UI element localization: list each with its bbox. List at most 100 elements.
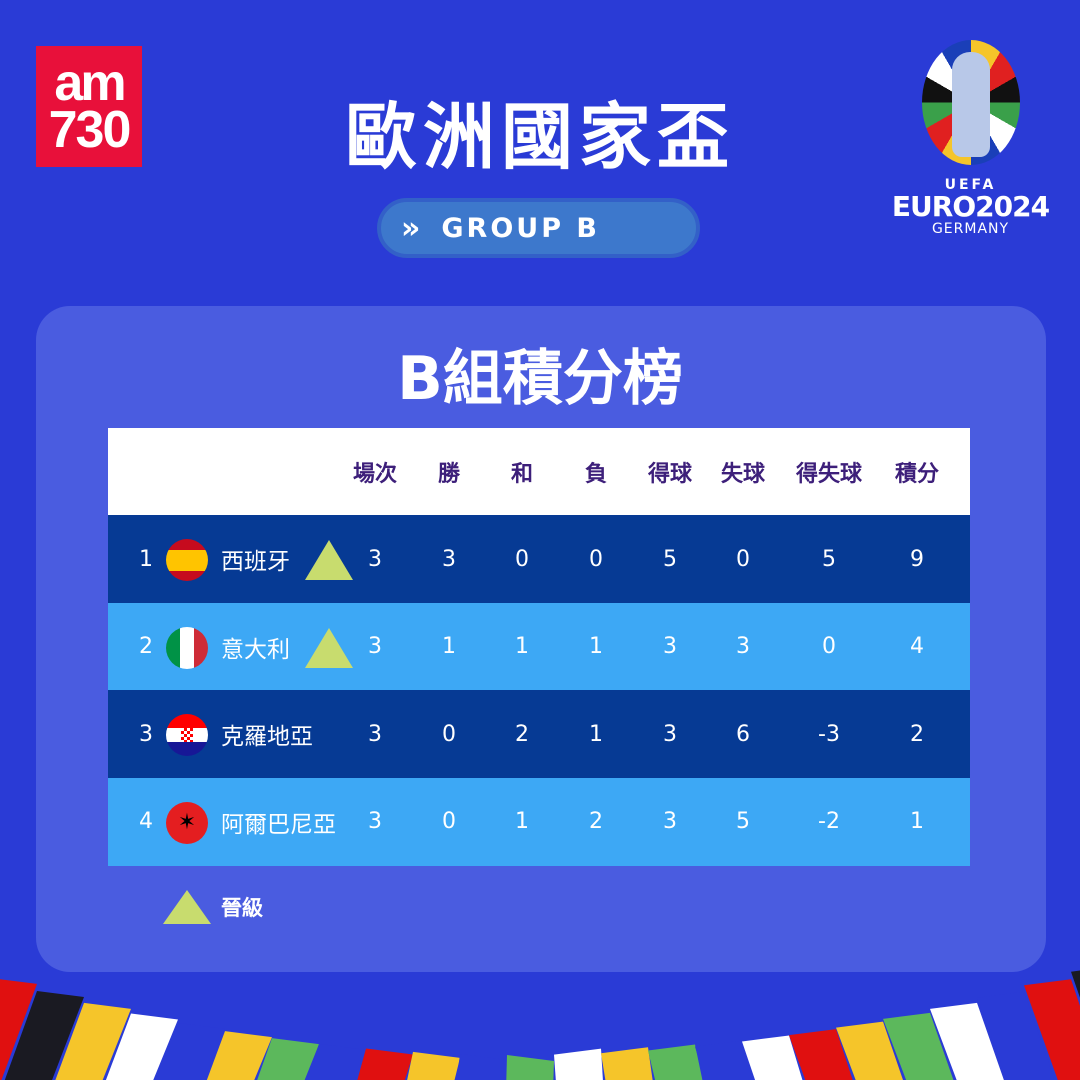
bunting-flag [789,1029,853,1080]
standings-title: B組積分榜 [397,344,683,414]
am730-logo: am 730 [36,46,142,167]
spain-flag-icon [166,539,208,581]
stat-cell: 0 [589,546,603,572]
stat-cell: 0 [442,721,456,747]
albania-flag-icon: ✶ [166,801,208,844]
uefa-text: UEFA [944,177,997,193]
bunting-flag [0,979,37,1080]
logo-line1: am [54,53,126,112]
table-row: 1 西班牙 3 3 0 0 5 0 5 9 [108,515,970,603]
column-header: 和 [510,461,533,487]
bunting-flag [105,1013,178,1080]
column-header: 積分 [894,461,939,487]
bunting-flag [930,1002,1004,1080]
column-header: 勝 [437,461,460,487]
flag-bunting-decoration [0,970,1080,1080]
bunting-flag [836,1021,903,1080]
euro-country: GERMANY [931,221,1010,237]
stat-cell: 3 [368,809,382,834]
stat-cell: 2 [910,721,924,747]
rank: 2 [139,634,153,659]
bunting-flag [883,1012,954,1080]
legend-label: 晉級 [221,896,263,920]
team-name: 克羅地亞 [221,724,313,750]
double-chevron-right-icon: » [401,210,424,246]
rank: 1 [139,546,153,572]
bunting-flag [648,1044,703,1080]
legend: 晉級 [163,890,263,924]
bunting-flag [1024,979,1080,1080]
stat-cell: 9 [910,546,924,572]
croatia-flag-icon [166,714,208,756]
column-header: 失球 [720,461,765,487]
bunting-flag [456,1054,507,1080]
stat-cell: 5 [736,809,750,834]
team-name: 阿爾巴尼亞 [221,811,336,838]
bunting-flag [407,1051,460,1080]
bunting-flag [977,991,1055,1080]
column-header: 負 [584,461,607,487]
stat-cell: 2 [515,721,529,747]
stat-cell: 1 [515,634,529,659]
logo-line2: 730 [48,100,132,159]
stat-cell: 1 [442,634,456,659]
bunting-flag [156,1022,225,1080]
stat-cell: -3 [818,721,840,747]
qualified-triangle-icon [163,890,211,924]
column-header: 得球 [647,461,692,487]
bunting-flag [695,1040,753,1080]
stat-cell: 3 [368,634,382,659]
column-header: 場次 [352,461,397,487]
stat-cell: 3 [663,721,677,747]
bunting-flag [1071,970,1080,998]
team-name: 西班牙 [221,549,290,575]
rank: 3 [139,721,153,747]
bunting-flag [307,1043,366,1080]
column-header: 得失球 [795,461,862,487]
qualified-triangle-icon [305,540,353,580]
stat-cell: 6 [736,721,750,747]
stat-cell: 1 [589,721,603,747]
bunting-flag [506,1054,554,1080]
bunting-flag [601,1047,653,1080]
bunting-flag [55,1002,131,1080]
bunting-flag [206,1031,272,1080]
stat-cell: 1 [589,634,603,659]
stat-cell: 5 [822,546,836,572]
stat-cell: 3 [442,546,456,572]
group-label: GROUP B [441,212,600,244]
bunting-flag [257,1038,319,1080]
stat-cell: 2 [589,809,603,834]
stat-cell: 3 [368,546,382,572]
stat-cell: 4 [910,634,924,659]
stat-cell: 0 [515,546,529,572]
stat-cell: 1 [910,809,924,834]
stat-cell: 3 [368,721,382,747]
rank: 4 [139,809,153,834]
stat-cell: 3 [736,634,750,659]
team-name: 意大利 [221,636,290,663]
table-row: 2 意大利 3 1 1 1 3 3 0 4 [108,602,970,691]
trophy-icon [921,40,1020,165]
bunting-flag [742,1035,803,1080]
page-title: 歐洲國家盃 [344,95,735,179]
stat-cell: 5 [663,546,677,572]
stat-cell: 0 [442,809,456,834]
table-header: 場次 勝 和 負 得球 失球 得失球 積分 [108,428,970,515]
stat-cell: 0 [736,546,750,572]
bunting-flag [554,1048,603,1080]
stat-cell: 3 [663,634,677,659]
euro2024-logo: UEFA EURO2024 GERMANY [888,40,1053,255]
table-row: 3 克羅地亞 3 0 2 1 3 6 -3 2 [108,690,970,778]
stat-cell: 3 [663,809,677,834]
stat-cell: 1 [515,809,529,834]
table-row: 4 ✶ 阿爾巴尼亞 3 0 1 2 3 5 -2 1 [108,777,970,866]
bunting-flag [357,1048,413,1080]
euro-name: EURO2024 [891,190,1050,223]
italy-flag-icon [166,626,208,669]
stat-cell: -2 [818,809,840,834]
group-badge: » GROUP B [377,198,700,258]
bunting-flag [4,990,84,1080]
stat-cell: 0 [822,634,836,659]
